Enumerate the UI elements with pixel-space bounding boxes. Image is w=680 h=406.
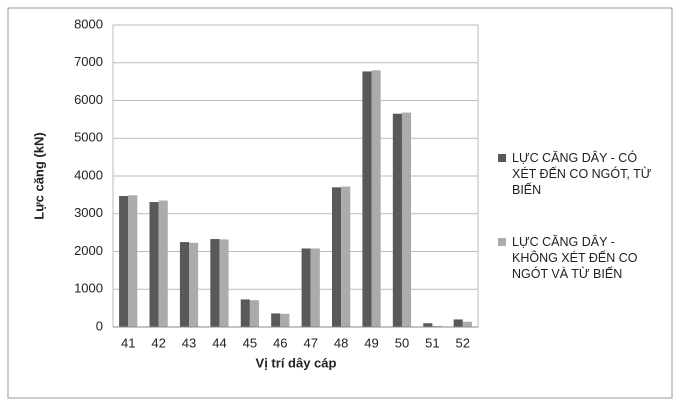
bar xyxy=(462,321,472,327)
bar xyxy=(271,313,281,327)
y-axis-title: Lực căng (kN) xyxy=(31,132,46,219)
y-tick-label: 4000 xyxy=(74,167,103,182)
x-tick-label: 43 xyxy=(182,335,196,350)
x-tick-label: 51 xyxy=(425,335,439,350)
bar xyxy=(332,187,342,327)
bar xyxy=(392,113,402,328)
bar xyxy=(210,239,220,327)
bar xyxy=(219,239,229,327)
bar xyxy=(423,323,433,327)
bar xyxy=(310,248,320,327)
bar xyxy=(128,195,138,327)
bar xyxy=(401,112,412,327)
legend-item: LỰC CĂNG DÂY - CÓ XÉT ĐẾN CO NGÓT, TỪ BI… xyxy=(498,150,663,198)
chart-border xyxy=(7,7,673,399)
y-tick-label: 2000 xyxy=(74,243,103,258)
y-tick-label: 7000 xyxy=(74,54,103,69)
x-tick-label: 47 xyxy=(303,335,317,350)
bar xyxy=(371,70,381,328)
bar xyxy=(249,300,259,327)
legend: LỰC CĂNG DÂY - CÓ XÉT ĐẾN CO NGÓT, TỪ BI… xyxy=(498,150,663,318)
bar xyxy=(362,71,372,328)
legend-item: LỰC CĂNG DÂY - KHÔNG XÉT ĐẾN CO NGÓT VÀ … xyxy=(498,234,663,282)
x-tick-label: 46 xyxy=(273,335,287,350)
y-tick-label: 0 xyxy=(96,318,103,333)
bar xyxy=(119,196,129,327)
x-tick-label: 49 xyxy=(364,335,378,350)
x-tick-label: 45 xyxy=(243,335,257,350)
x-tick-label: 42 xyxy=(151,335,165,350)
y-tick-label: 3000 xyxy=(74,205,103,220)
legend-label: LỰC CĂNG DÂY - CÓ XÉT ĐẾN CO NGÓT, TỪ BI… xyxy=(512,151,652,197)
x-tick-label: 52 xyxy=(456,335,470,350)
bar xyxy=(179,242,190,327)
y-tick-label: 8000 xyxy=(74,16,103,31)
y-tick-label: 6000 xyxy=(74,92,103,107)
legend-swatch xyxy=(498,238,506,246)
bar xyxy=(149,202,159,327)
bar xyxy=(189,242,199,327)
bar xyxy=(240,299,250,327)
bar xyxy=(280,313,290,327)
bar xyxy=(453,319,463,327)
bar xyxy=(301,248,311,327)
x-tick-label: 50 xyxy=(395,335,409,350)
legend-swatch xyxy=(498,154,506,162)
legend-label: LỰC CĂNG DÂY - KHÔNG XÉT ĐẾN CO NGÓT VÀ … xyxy=(512,235,638,281)
x-tick-label: 44 xyxy=(212,335,226,350)
x-tick-label: 41 xyxy=(121,335,135,350)
y-tick-label: 1000 xyxy=(74,281,103,296)
bar xyxy=(341,186,351,327)
bar xyxy=(158,200,168,327)
x-axis-title: Vị trí dây cáp xyxy=(256,355,337,370)
y-tick-label: 5000 xyxy=(74,130,103,145)
x-tick-label: 48 xyxy=(334,335,348,350)
bar xyxy=(432,325,442,327)
